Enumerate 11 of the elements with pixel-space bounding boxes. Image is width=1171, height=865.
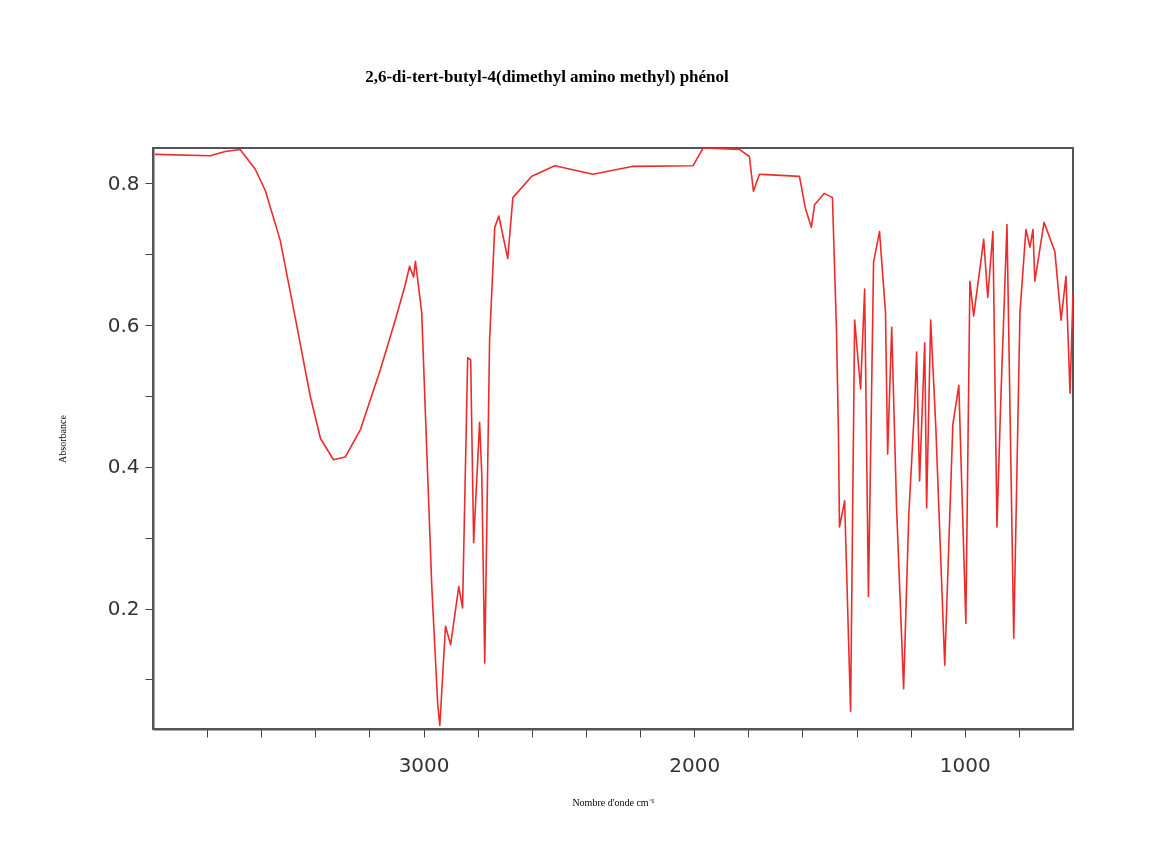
y-tick-label: 0.6 (107, 312, 140, 337)
y-axis-title: Absorbance (56, 414, 68, 463)
x-tick-label: 1000 (939, 752, 991, 777)
y-tick-label: 0.8 (107, 170, 140, 195)
x-tick-label: 2000 (669, 752, 721, 777)
y-tick-label: 0.2 (107, 596, 140, 621)
y-tick-label: 0.4 (107, 454, 140, 479)
chart-title: 2,6-di-tert-butyl-4(dimethyl amino methyl) phénol (365, 67, 730, 86)
x-tick-label: 3000 (398, 752, 450, 777)
x-axis-title: Nombre d'onde cm⁻¹ (572, 796, 655, 808)
line-series (154, 148, 1073, 727)
